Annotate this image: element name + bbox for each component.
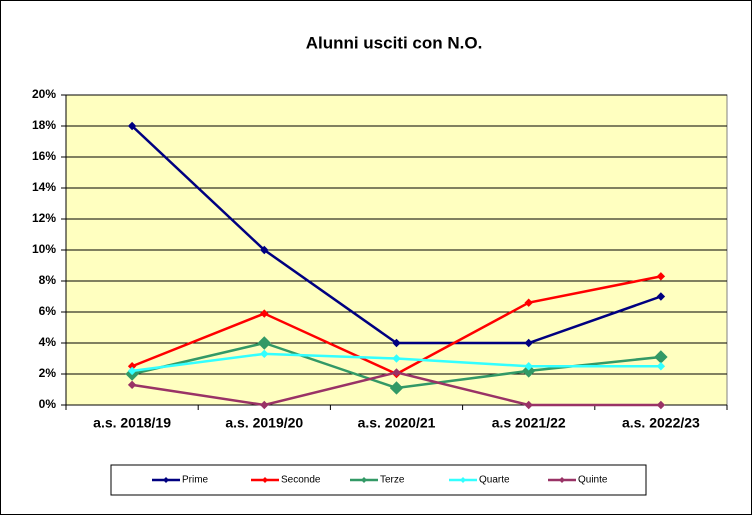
x-tick-label: a.s. 2022/23 <box>622 415 700 431</box>
marker <box>389 381 404 395</box>
marker <box>127 366 137 376</box>
x-tick-label: a.s 2021/22 <box>492 415 566 431</box>
legend-label: Terze <box>380 475 405 486</box>
legend-label: Seconde <box>281 475 321 486</box>
marker <box>656 272 666 281</box>
x-tick-label: a.s. 2019/20 <box>225 415 303 431</box>
legend-marker <box>460 477 466 483</box>
marker <box>656 400 666 410</box>
legend-marker <box>559 477 565 483</box>
y-tick-label: 10% <box>32 242 56 256</box>
y-tick-label: 8% <box>39 273 57 287</box>
marker <box>392 354 401 363</box>
marker <box>524 362 533 371</box>
marker <box>127 121 137 131</box>
marker <box>524 298 533 307</box>
y-tick-label: 20% <box>32 87 56 101</box>
marker <box>260 245 269 255</box>
marker <box>260 349 269 359</box>
marker <box>260 400 269 410</box>
y-tick-label: 14% <box>32 180 56 194</box>
y-tick-label: 4% <box>39 335 57 349</box>
marker <box>521 364 536 378</box>
chart-title: Alunni usciti con N.O. <box>306 33 483 52</box>
marker <box>260 309 269 318</box>
legend-label: Quinte <box>578 475 608 486</box>
marker <box>524 338 533 348</box>
y-tick-label: 16% <box>32 149 56 163</box>
marker <box>392 338 401 348</box>
x-tick-label: a.s. 2020/21 <box>358 415 436 431</box>
y-tick-label: 18% <box>32 118 56 132</box>
legend-label: Prime <box>182 475 209 486</box>
marker <box>656 292 666 301</box>
legend-marker <box>361 477 367 483</box>
marker <box>392 368 401 377</box>
marker <box>257 336 272 350</box>
legend-marker <box>262 477 268 483</box>
x-tick-label: a.s. 2018/19 <box>93 415 171 431</box>
marker <box>127 380 137 390</box>
y-tick-label: 6% <box>39 304 57 318</box>
legend-label: Quarte <box>479 475 510 486</box>
legend-marker <box>163 477 169 483</box>
marker <box>656 362 666 371</box>
y-tick-label: 12% <box>32 211 56 225</box>
marker <box>524 400 533 410</box>
y-tick-label: 0% <box>39 397 57 411</box>
y-tick-label: 2% <box>39 366 57 380</box>
